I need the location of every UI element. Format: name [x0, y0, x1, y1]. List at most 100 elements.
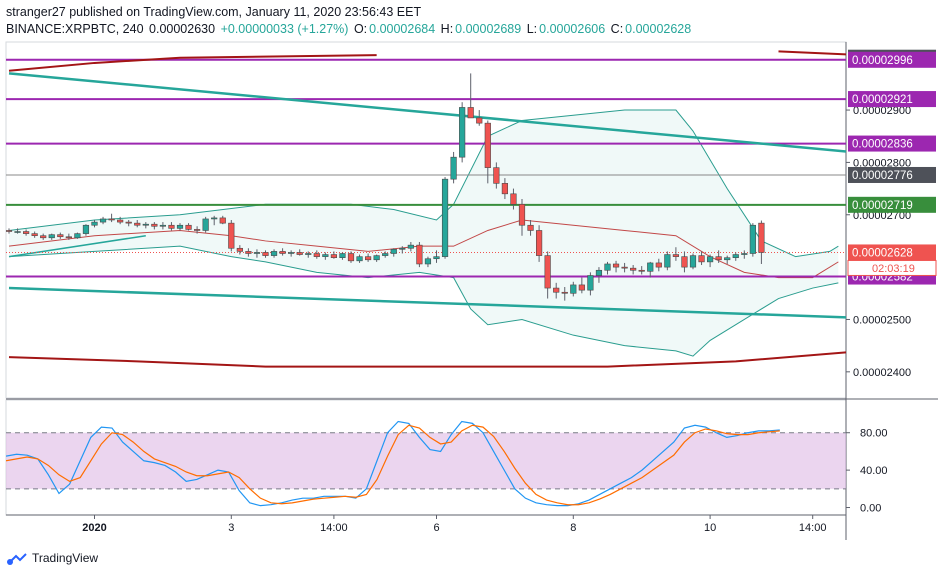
candle — [484, 122, 491, 168]
price-tag-label: 0.00002921 — [852, 94, 913, 106]
candle — [553, 287, 560, 293]
candle — [382, 253, 389, 256]
candle — [40, 235, 47, 239]
candle — [715, 256, 722, 261]
candle — [219, 217, 226, 224]
candle — [185, 224, 192, 230]
candle — [450, 156, 457, 180]
high-label: H: — [440, 22, 454, 36]
candle — [364, 256, 372, 261]
price-tag-5 — [848, 196, 936, 213]
candle — [176, 224, 184, 229]
candle — [151, 223, 158, 227]
candle — [373, 255, 380, 261]
candle — [501, 183, 509, 195]
candle — [279, 251, 286, 254]
candle — [270, 251, 278, 256]
candle — [339, 253, 346, 258]
high-value: 0.00002689 — [455, 22, 522, 36]
candle — [236, 247, 243, 252]
rsi-pane — [6, 420, 846, 507]
main-pane — [6, 50, 846, 368]
price-tag-label: 0.00002836 — [852, 139, 913, 151]
candle — [399, 247, 406, 250]
price-change: +0.00000033 (+1.27%) — [220, 22, 349, 36]
candle — [253, 252, 261, 254]
candle — [638, 269, 645, 272]
candle — [65, 236, 72, 239]
candle — [604, 263, 611, 271]
rsi-y-tick-label: 80.00 — [860, 428, 888, 440]
candle — [561, 291, 568, 294]
candle — [518, 203, 526, 226]
candle — [664, 254, 671, 268]
candle — [296, 252, 303, 255]
candle — [14, 231, 21, 233]
candle — [108, 218, 115, 221]
footer-brand[interactable]: TradingView — [6, 551, 98, 566]
trendline-1 — [8, 286, 846, 319]
candle — [732, 254, 739, 258]
candle — [476, 117, 483, 124]
candle — [31, 233, 38, 237]
candle — [99, 218, 107, 223]
tradingview-logo-icon — [7, 553, 27, 565]
candle — [288, 252, 295, 254]
candle — [621, 266, 628, 269]
candle — [347, 253, 355, 262]
candle — [390, 249, 397, 254]
price-tag-label: 0.00002719 — [852, 200, 913, 212]
y-tick-label: 0.00002900 — [853, 105, 911, 117]
countdown-label: 02:03:19 — [872, 263, 915, 275]
candle — [211, 217, 218, 220]
candle — [356, 256, 363, 262]
candle — [630, 267, 637, 271]
close-label: C: — [610, 22, 624, 36]
price-tag-2 — [848, 91, 936, 108]
chart-header: stranger27 published on TradingView.com,… — [6, 4, 906, 38]
rsi-series-line-1 — [6, 424, 780, 506]
candle — [578, 284, 585, 291]
candle — [535, 230, 543, 256]
close-value: 0.00002628 — [625, 22, 692, 36]
candle — [57, 234, 64, 238]
last-price: 0.00002630 — [149, 22, 216, 36]
candle — [655, 262, 662, 268]
trendline-2 — [8, 234, 146, 258]
candle — [527, 224, 534, 231]
price-tag-3 — [848, 135, 936, 152]
candle — [22, 231, 30, 234]
price-tag-label: 0.00002628 — [852, 247, 913, 259]
bollinger-band-fill — [9, 110, 839, 357]
x-tick-label: 10 — [704, 522, 716, 534]
candle — [741, 253, 748, 255]
countdown-box — [847, 259, 937, 276]
candle — [142, 223, 149, 226]
x-tick-label: 3 — [228, 522, 234, 534]
candle — [689, 255, 697, 268]
rsi-y-tick-label: 0.00 — [860, 503, 881, 515]
x-tick-label: 14:00 — [799, 522, 827, 534]
candle — [245, 251, 252, 254]
low-value: 0.00002606 — [539, 22, 606, 36]
candle — [313, 253, 320, 257]
candle — [493, 167, 500, 184]
candle — [82, 224, 90, 234]
candle — [134, 222, 141, 226]
candle — [262, 252, 269, 256]
x-tick-label: 8 — [570, 522, 576, 534]
candle — [6, 230, 13, 232]
open-label: O: — [353, 22, 368, 36]
candle — [612, 263, 620, 268]
candle — [74, 233, 81, 239]
candle — [467, 107, 474, 119]
candle — [681, 256, 688, 268]
candle — [698, 255, 705, 263]
candle — [672, 254, 679, 257]
candle — [194, 229, 201, 231]
moving-average-curve-2 — [8, 351, 846, 368]
candle — [441, 178, 449, 257]
candle — [424, 258, 432, 265]
candle — [159, 224, 167, 227]
